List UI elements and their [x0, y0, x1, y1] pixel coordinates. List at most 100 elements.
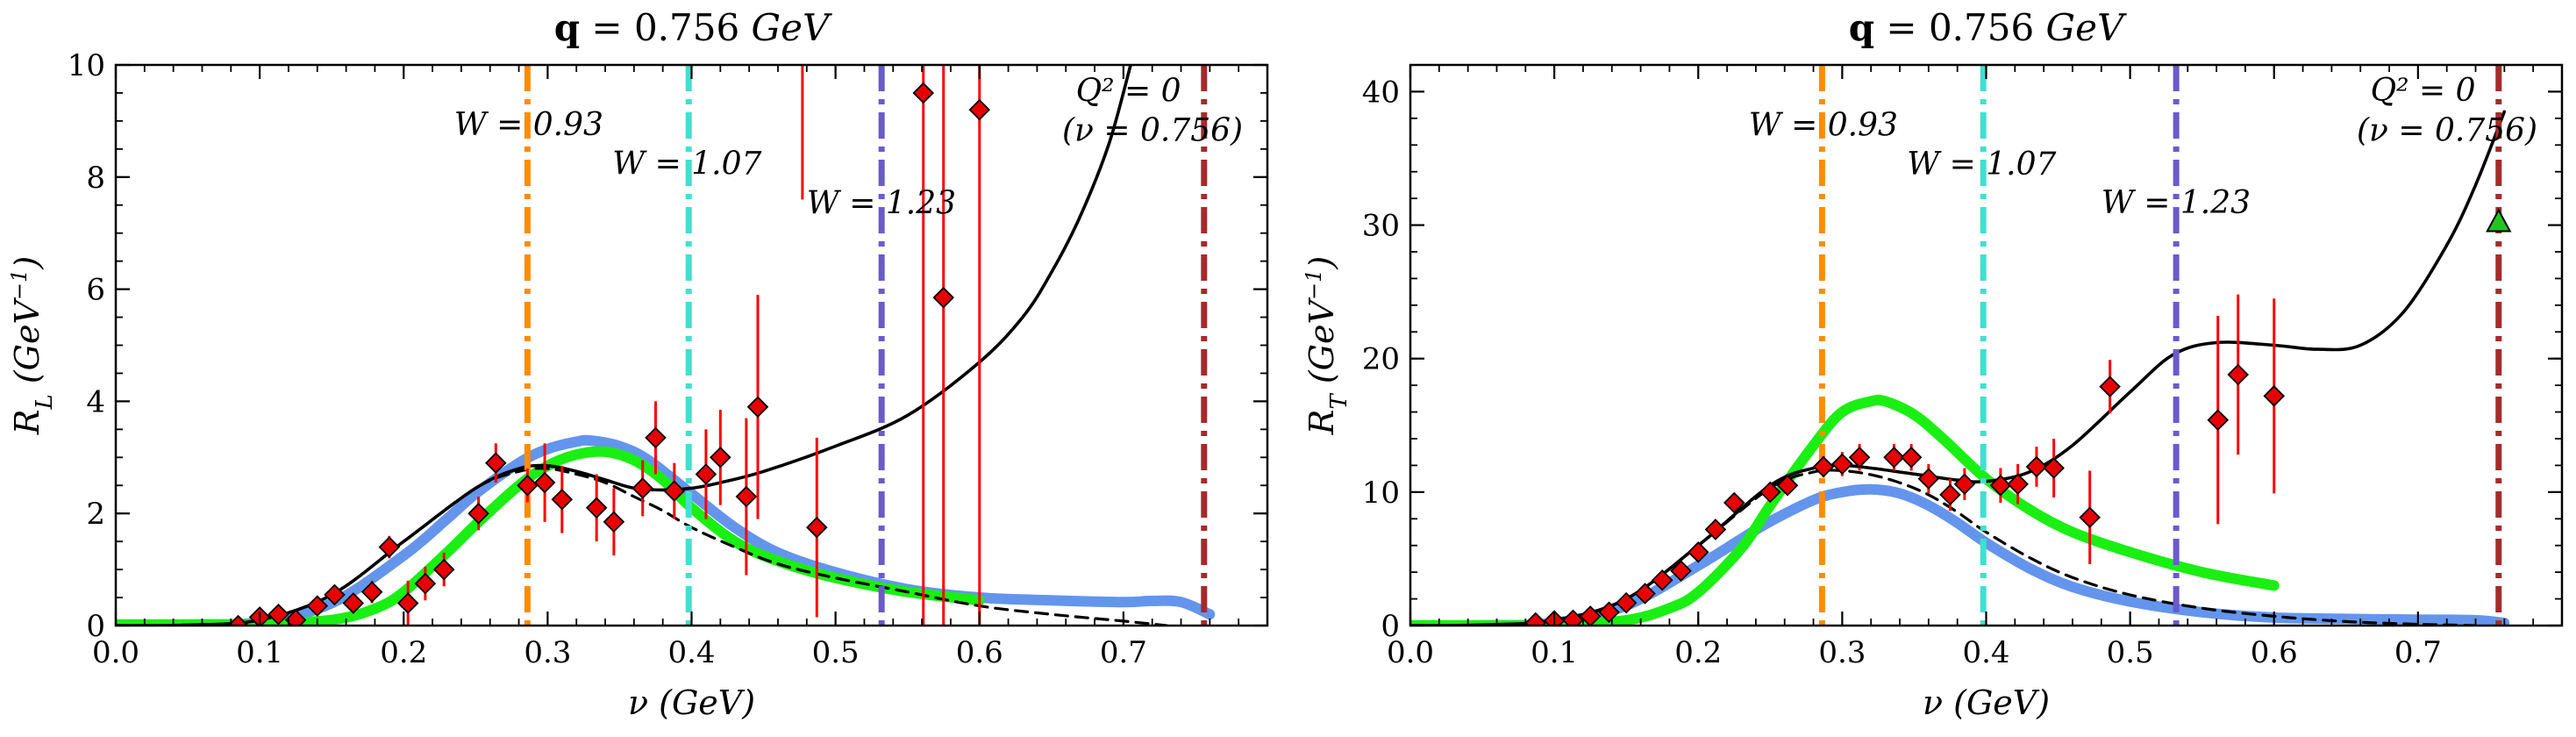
vline-label-1: W = 1.07: [612, 147, 761, 182]
diamond-marker: [1989, 474, 2012, 497]
x-tick-label: 0.4: [1962, 635, 2009, 670]
data-point-3: [284, 609, 307, 626]
data-point-11: [1723, 491, 1745, 514]
data-point-21: [1953, 468, 1976, 500]
diamond-marker: [1634, 583, 1656, 605]
data-point-14: [1812, 455, 1835, 478]
diamond-marker: [2099, 376, 2121, 397]
diamond-marker: [284, 609, 307, 626]
x-tick-label: 0.3: [1818, 635, 1866, 670]
data-point-15: [1831, 452, 1853, 476]
data-point-25: [2043, 439, 2065, 497]
x-axis-label: ν (GeV): [1923, 683, 2050, 722]
data-point-26: [806, 437, 828, 618]
data-point-28: [932, 65, 954, 626]
y-tick-label: 4: [86, 384, 105, 419]
diamond-marker: [645, 426, 667, 449]
vline-label-3: Q² = 0: [1076, 74, 1181, 110]
diamond-marker: [306, 595, 329, 617]
green-curve: [116, 446, 985, 626]
diamond-marker: [467, 502, 489, 525]
y-tick-label: 6: [86, 273, 105, 308]
data-point-3: [1579, 605, 1602, 626]
diamond-marker: [1615, 591, 1638, 614]
diamond-marker: [710, 447, 731, 469]
diamond-marker: [1953, 473, 1976, 496]
data-point-16: [551, 465, 574, 533]
data-point-23: [710, 409, 731, 505]
data-point-2: [1562, 609, 1584, 626]
x-axis-label: ν (GeV): [628, 683, 755, 722]
x-tick-label: 0.7: [1100, 635, 1147, 670]
diamond-marker: [1598, 601, 1620, 624]
y-tick-label: 30: [1362, 209, 1400, 244]
black-solid-curve: [116, 65, 1132, 626]
data-point-28: [2207, 316, 2230, 525]
x-tick-label: 0.1: [1531, 635, 1578, 670]
data-point-29: [968, 65, 991, 626]
data-point-6: [342, 592, 365, 614]
data-point-27: [912, 65, 935, 626]
x-tick-label: 0.2: [1674, 635, 1722, 670]
data-point-30: [2263, 298, 2286, 494]
data-point-13: [1776, 474, 1799, 497]
diamond-marker: [2025, 455, 2048, 478]
y-axis-label: RT (GeV−1): [1302, 256, 1352, 435]
y-tick-label: 8: [86, 161, 105, 196]
diamond-marker: [1579, 605, 1602, 626]
x-tick-label: 0.6: [956, 635, 1003, 670]
blue-curve: [116, 434, 1216, 626]
black-dashed-curve: [1410, 469, 2478, 626]
data-point-29: [2227, 294, 2249, 455]
data-point-13: [485, 443, 507, 483]
diamond-marker: [485, 452, 507, 474]
data-point-16: [1848, 444, 1871, 471]
black-solid-curve: [1410, 110, 2507, 626]
data-point-22: [1989, 468, 2012, 504]
data-point-20: [645, 401, 667, 475]
data-point-8: [1670, 560, 1692, 582]
x-tick-label: 0.3: [524, 635, 571, 670]
diamond-marker: [268, 603, 289, 626]
diamond-marker: [1670, 560, 1692, 582]
data-point-5: [324, 583, 346, 606]
vline-label-0: W = 0.93: [1749, 108, 1898, 144]
y-tick-label: 0: [86, 609, 105, 644]
x-tick-label: 0.5: [812, 635, 860, 670]
diamond-marker: [603, 511, 625, 533]
diamond-marker: [1812, 455, 1835, 478]
vline-label-3: Q² = 0: [2371, 73, 2476, 109]
diamond-marker: [360, 581, 383, 603]
diamond-marker: [585, 497, 608, 519]
data-point-17: [1883, 444, 1905, 471]
diamond-marker: [1848, 447, 1871, 469]
data-point-2: [268, 603, 289, 626]
diamond-marker: [342, 592, 365, 614]
data-point-4: [306, 595, 329, 617]
diamond-marker: [632, 477, 653, 499]
chart-panel-right: W = 0.93 W = 1.07 W = 1.23 Q² = 0 (ν = 0.756…: [1302, 6, 2564, 722]
diamond-marker: [1704, 519, 1727, 540]
diamond-marker: [1562, 609, 1584, 626]
green-curve: [1410, 394, 2280, 626]
x-tick-label: 0.0: [92, 635, 139, 670]
y-tick-label: 10: [68, 48, 105, 83]
diamond-marker: [1900, 447, 1923, 469]
chart-title: q = 0.756 GeV: [1849, 6, 2127, 49]
y-tick-label: 20: [1362, 342, 1400, 377]
y-tick-label: 10: [1362, 476, 1400, 511]
diamond-marker: [746, 396, 769, 419]
diamond-marker: [2079, 506, 2101, 529]
data-point-27: [2099, 360, 2121, 414]
data-point-22: [695, 429, 717, 519]
y-axis-label: RL (GeV−1): [7, 256, 58, 435]
data-point-11: [432, 552, 455, 587]
chart-panel-left: W = 0.93 W = 1.07 W = 1.23 Q² = 0(ν = 0.756…: [7, 6, 1269, 722]
diamond-marker: [695, 463, 717, 485]
diamond-marker: [533, 471, 556, 494]
data-point-9: [1687, 541, 1709, 563]
data-point-17: [585, 474, 608, 542]
diamond-marker: [1776, 474, 1799, 497]
diamond-marker: [324, 583, 346, 606]
diamond-marker: [551, 488, 574, 511]
